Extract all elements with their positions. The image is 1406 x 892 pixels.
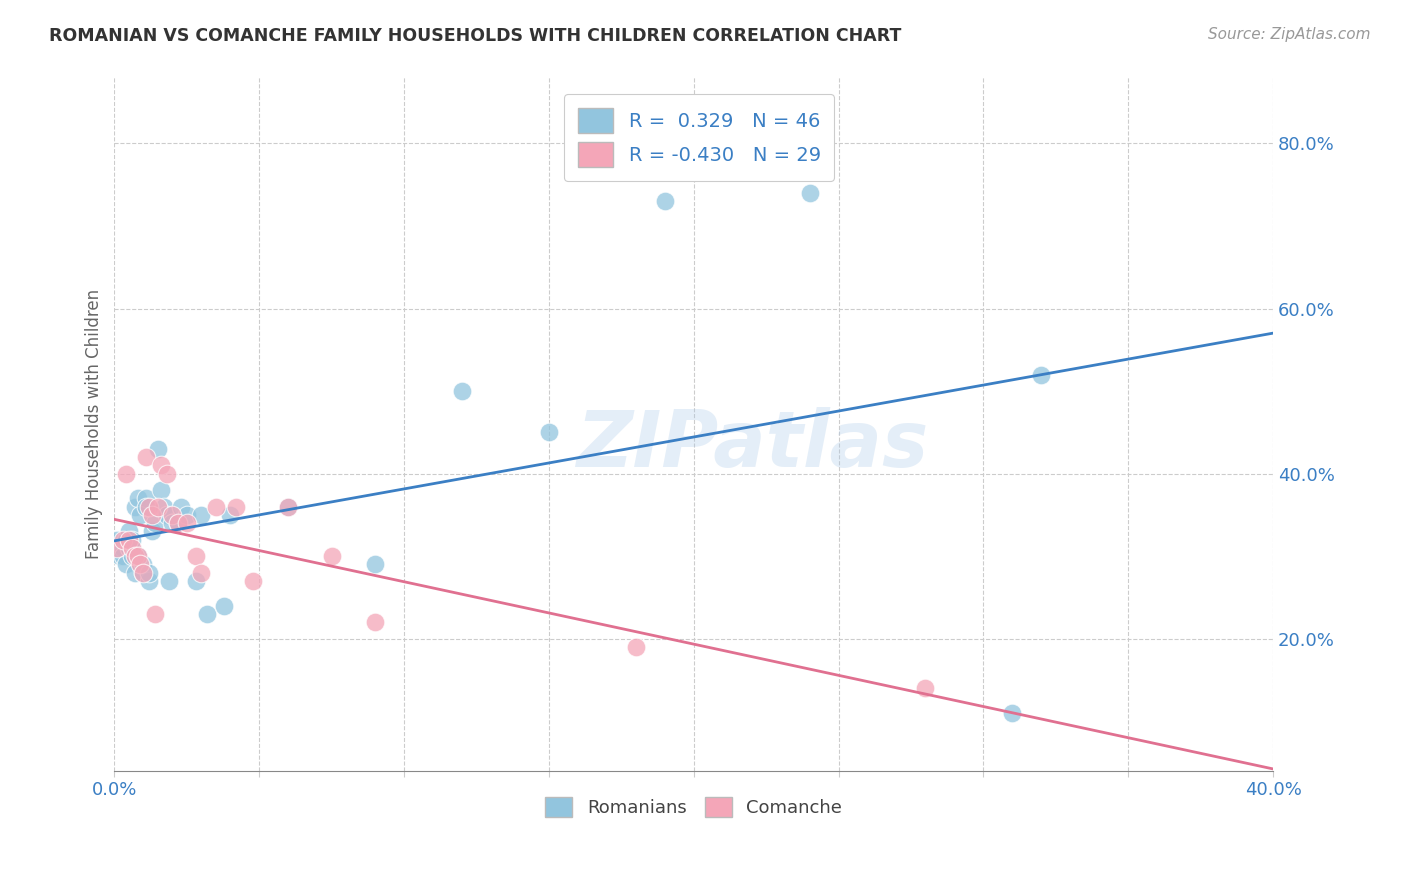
Point bbox=[451, 384, 474, 398]
Point bbox=[184, 549, 207, 563]
Point bbox=[155, 508, 177, 522]
Point bbox=[105, 533, 128, 547]
Point bbox=[115, 533, 138, 547]
Point bbox=[118, 524, 141, 539]
Point bbox=[112, 549, 135, 563]
Point bbox=[225, 500, 247, 514]
Point bbox=[176, 516, 198, 530]
Point bbox=[146, 500, 169, 514]
Point bbox=[141, 524, 163, 539]
Text: ZIPatlas: ZIPatlas bbox=[575, 407, 928, 483]
Point bbox=[162, 508, 184, 522]
Point bbox=[170, 500, 193, 514]
Point bbox=[138, 574, 160, 588]
Point bbox=[184, 574, 207, 588]
Point bbox=[127, 549, 149, 563]
Point bbox=[108, 549, 131, 563]
Point bbox=[124, 549, 146, 563]
Point bbox=[129, 508, 152, 522]
Text: Source: ZipAtlas.com: Source: ZipAtlas.com bbox=[1208, 27, 1371, 42]
Point bbox=[624, 640, 647, 654]
Y-axis label: Family Households with Children: Family Households with Children bbox=[86, 289, 103, 559]
Point bbox=[138, 566, 160, 580]
Point bbox=[167, 516, 190, 530]
Point bbox=[654, 194, 676, 209]
Point bbox=[277, 500, 299, 514]
Point bbox=[364, 558, 387, 572]
Point bbox=[1001, 706, 1024, 720]
Point bbox=[135, 500, 157, 514]
Point bbox=[219, 508, 242, 522]
Point bbox=[105, 541, 128, 555]
Point bbox=[152, 500, 174, 514]
Point bbox=[364, 615, 387, 629]
Point bbox=[537, 425, 560, 440]
Point bbox=[129, 558, 152, 572]
Point bbox=[141, 508, 163, 522]
Point bbox=[112, 533, 135, 547]
Point bbox=[121, 533, 143, 547]
Point bbox=[799, 186, 821, 200]
Point bbox=[115, 558, 138, 572]
Point bbox=[149, 483, 172, 497]
Point bbox=[124, 566, 146, 580]
Point bbox=[127, 491, 149, 506]
Legend: Romanians, Comanche: Romanians, Comanche bbox=[538, 789, 849, 824]
Point bbox=[132, 558, 155, 572]
Point bbox=[118, 541, 141, 555]
Point bbox=[914, 681, 936, 695]
Point bbox=[115, 467, 138, 481]
Point bbox=[162, 516, 184, 530]
Point bbox=[159, 574, 181, 588]
Point bbox=[135, 450, 157, 464]
Point bbox=[112, 541, 135, 555]
Text: ROMANIAN VS COMANCHE FAMILY HOUSEHOLDS WITH CHILDREN CORRELATION CHART: ROMANIAN VS COMANCHE FAMILY HOUSEHOLDS W… bbox=[49, 27, 901, 45]
Point bbox=[190, 566, 212, 580]
Point bbox=[118, 533, 141, 547]
Point bbox=[143, 516, 166, 530]
Point bbox=[155, 467, 177, 481]
Point bbox=[204, 500, 226, 514]
Point bbox=[127, 549, 149, 563]
Point bbox=[121, 541, 143, 555]
Point bbox=[135, 491, 157, 506]
Point bbox=[167, 516, 190, 530]
Point bbox=[121, 541, 143, 555]
Point bbox=[190, 508, 212, 522]
Point bbox=[132, 566, 155, 580]
Point bbox=[242, 574, 264, 588]
Point bbox=[195, 607, 218, 621]
Point bbox=[149, 458, 172, 473]
Point bbox=[146, 442, 169, 456]
Point bbox=[124, 500, 146, 514]
Point bbox=[214, 599, 236, 613]
Point bbox=[132, 566, 155, 580]
Point bbox=[138, 500, 160, 514]
Point bbox=[143, 607, 166, 621]
Point bbox=[277, 500, 299, 514]
Point bbox=[1031, 368, 1053, 382]
Point bbox=[121, 549, 143, 563]
Point bbox=[321, 549, 343, 563]
Point bbox=[176, 508, 198, 522]
